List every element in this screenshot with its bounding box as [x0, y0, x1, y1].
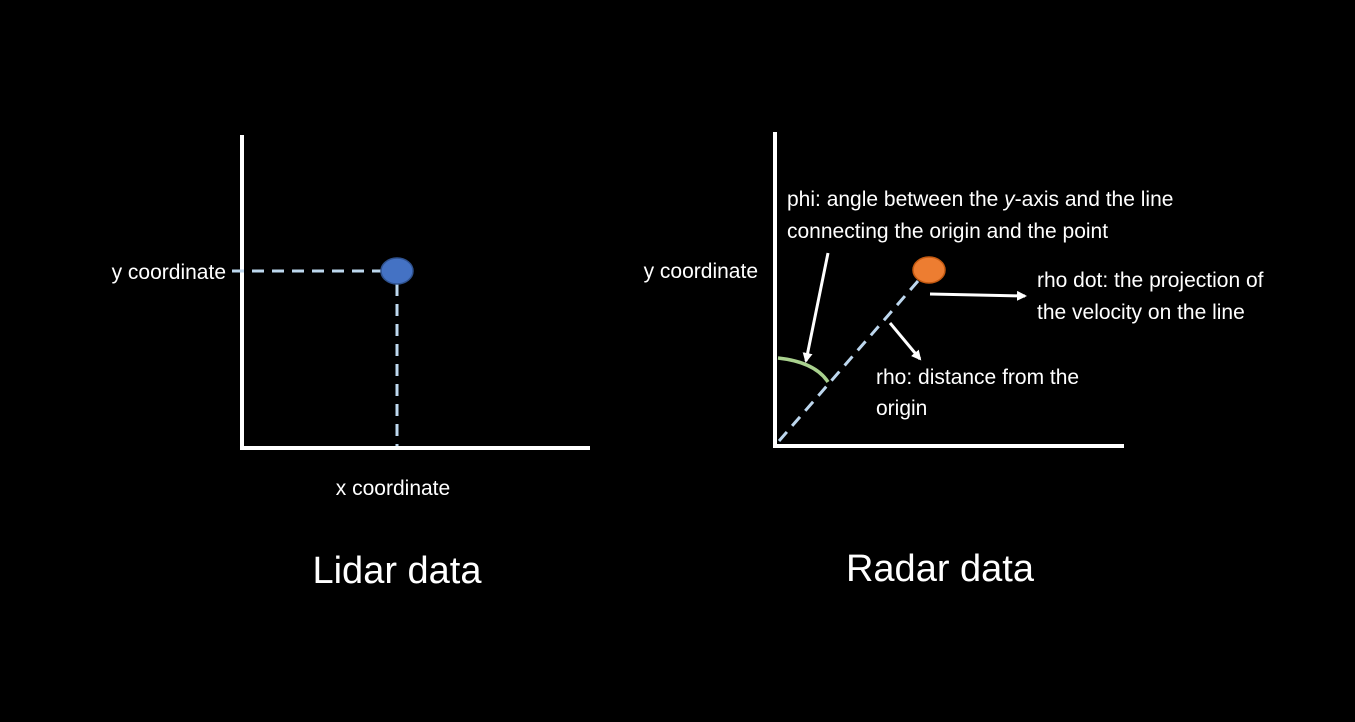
rho-annotation-line1: rho: distance from the [876, 366, 1079, 389]
rho-annotation-line2: origin [876, 397, 927, 420]
rho-dot-annotation-line1: rho dot: the projection of [1037, 269, 1264, 292]
radar-title: Radar data [846, 548, 1035, 590]
lidar-title: Lidar data [312, 550, 482, 592]
radar-phi-arc [777, 356, 830, 384]
rho-arrow [888, 322, 922, 361]
radar-rho-dashed-line [777, 280, 920, 442]
radar-y-axis-label: y coordinate [644, 260, 758, 283]
lidar-panel: y coordinate x coordinate Lidar data [112, 135, 590, 592]
radar-point [912, 256, 946, 284]
phi-annotation-line2: connecting the origin and the point [787, 220, 1108, 243]
lidar-y-axis-label: y coordinate [112, 261, 226, 284]
rho-dot-annotation-line2: the velocity on the line [1037, 301, 1245, 324]
lidar-x-axis-label: x coordinate [336, 477, 450, 500]
rho-dot-arrow [929, 290, 1027, 301]
lidar-point [380, 257, 414, 285]
phi-annotation-line1: phi: angle between the y-axis and the li… [787, 188, 1173, 211]
radar-panel: y coordinate phi: angle between the y-ax… [644, 132, 1264, 590]
phi-arrow [802, 252, 830, 363]
